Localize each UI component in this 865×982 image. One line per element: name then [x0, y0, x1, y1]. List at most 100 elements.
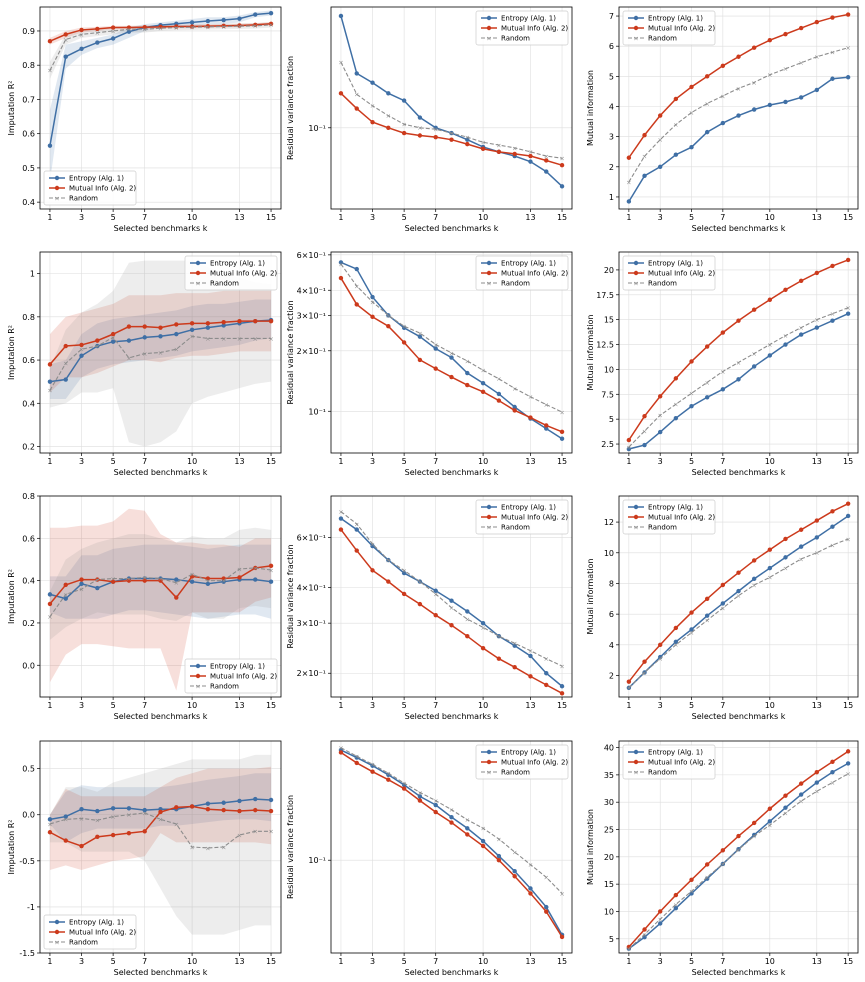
- legend-label: Entropy (Alg. 1): [69, 919, 124, 927]
- data-point-random: ×: [158, 575, 163, 583]
- x-tick-label: 1: [47, 957, 52, 966]
- y-tick-label: 1: [609, 193, 614, 202]
- data-point-mutual: [465, 633, 470, 639]
- legend-label: Random: [501, 35, 530, 43]
- x-tick-label: 10: [478, 457, 488, 466]
- data-point-random: ×: [221, 577, 226, 585]
- legend-marker-random: ×: [633, 34, 638, 42]
- legend-marker-entropy: [486, 260, 492, 266]
- data-point-mutual: [673, 892, 679, 898]
- x-tick-label: 3: [658, 457, 663, 466]
- plot-area: × × × × × × × × × × × × × × ×: [47, 754, 274, 935]
- data-point-random: ×: [657, 136, 662, 144]
- data-point-entropy: [528, 159, 533, 164]
- data-point-mutual: [449, 137, 454, 142]
- data-point-mutual: [845, 501, 851, 506]
- y-tick-label: 0.0: [22, 811, 35, 820]
- legend-marker-mutual: [54, 185, 60, 191]
- chart-panel-8: ×××××××××××××××1 3 5 7 10 13 152×10⁻¹3×10⁻¹4×1…: [286, 495, 573, 721]
- y-axis-label: Imputation R²: [7, 81, 16, 136]
- data-point-random: ×: [736, 846, 741, 854]
- data-point-entropy: [512, 404, 517, 410]
- legend-box: [475, 744, 569, 780]
- legend-label: Mutual Info (Alg. 2): [69, 929, 136, 937]
- data-point-entropy: [95, 585, 100, 591]
- data-point-mutual: [704, 74, 710, 79]
- data-point-mutual: [783, 287, 788, 293]
- data-point-mutual: [386, 777, 391, 782]
- legend-label: Mutual Info (Alg. 2): [501, 514, 568, 522]
- data-point-entropy: [845, 311, 851, 316]
- data-point-entropy: [417, 334, 423, 339]
- data-point-mutual: [110, 579, 116, 584]
- data-point-random: ×: [237, 335, 242, 343]
- x-tick-label: 15: [843, 213, 853, 222]
- y-tick-label: 3×10⁻¹: [297, 619, 326, 628]
- x-tick-label: 5: [689, 957, 694, 966]
- data-point-entropy: [465, 826, 470, 831]
- data-point-mutual: [783, 31, 788, 37]
- y-tick-label: 0.4: [22, 198, 35, 207]
- data-point-random: ×: [338, 744, 343, 752]
- data-point-mutual: [158, 809, 163, 815]
- data-point-entropy: [798, 792, 804, 797]
- data-point-random: ×: [465, 134, 470, 142]
- legend-box: [622, 744, 716, 780]
- data-point-random: ×: [528, 393, 533, 401]
- data-point-random: ×: [79, 346, 84, 354]
- data-point-random: ×: [798, 59, 803, 67]
- data-point-entropy: [268, 579, 274, 584]
- data-point-mutual: [720, 582, 726, 588]
- x-axis-label: Selected benchmarks k: [114, 224, 208, 233]
- data-point-random: ×: [338, 59, 343, 67]
- x-tick-label: 5: [689, 457, 694, 466]
- data-point-random: ×: [253, 564, 258, 572]
- data-point-random: ×: [544, 874, 549, 882]
- data-point-mutual: [110, 331, 116, 337]
- data-point-mutual: [126, 830, 132, 836]
- data-point-mutual: [95, 26, 100, 32]
- data-point-mutual: [354, 302, 359, 307]
- legend-marker-mutual: [195, 270, 201, 276]
- legend: Entropy (Alg. 1) Mutual Info (Alg. 2) × Ran…: [622, 255, 715, 291]
- legend-box: [475, 10, 569, 46]
- data-point-entropy: [673, 415, 679, 421]
- legend-marker-entropy: [633, 504, 639, 510]
- legend-marker-random: ×: [486, 34, 491, 42]
- x-tick-label: 13: [525, 457, 535, 466]
- data-point-random: ×: [751, 832, 756, 840]
- data-point-mutual: [354, 548, 359, 553]
- data-point-entropy: [401, 98, 407, 103]
- data-point-random: ×: [268, 566, 273, 574]
- data-point-random: ×: [465, 616, 470, 624]
- x-tick-label: 5: [402, 957, 407, 966]
- legend-label: Entropy (Alg. 1): [501, 15, 556, 23]
- series-line-random: [340, 61, 563, 159]
- data-point-random: ×: [559, 155, 564, 163]
- data-point-mutual: [767, 547, 773, 552]
- x-tick-label: 5: [402, 213, 407, 222]
- legend-label: Mutual Info (Alg. 2): [501, 25, 568, 33]
- y-tick-label: 0.7: [22, 95, 35, 104]
- y-tick-label: 0.4: [22, 577, 35, 586]
- band-random: [49, 260, 272, 447]
- data-point-entropy: [174, 577, 179, 582]
- x-tick-label: 1: [626, 213, 631, 222]
- data-point-entropy: [95, 808, 100, 814]
- y-tick-label: 0.5: [22, 765, 35, 774]
- y-tick-label: -1: [27, 903, 35, 912]
- data-point-entropy: [496, 391, 502, 397]
- data-point-entropy: [237, 16, 242, 21]
- data-point-mutual: [544, 423, 549, 428]
- data-point-entropy: [189, 20, 195, 25]
- data-point-random: ×: [205, 335, 210, 343]
- data-point-entropy: [559, 184, 565, 189]
- data-point-random: ×: [720, 368, 725, 376]
- data-point-entropy: [465, 137, 470, 142]
- x-tick-label: 10: [765, 213, 775, 222]
- data-point-random: ×: [480, 825, 485, 833]
- y-tick-label: 8: [609, 579, 614, 588]
- data-point-random: ×: [673, 121, 678, 129]
- data-point-mutual: [544, 682, 549, 688]
